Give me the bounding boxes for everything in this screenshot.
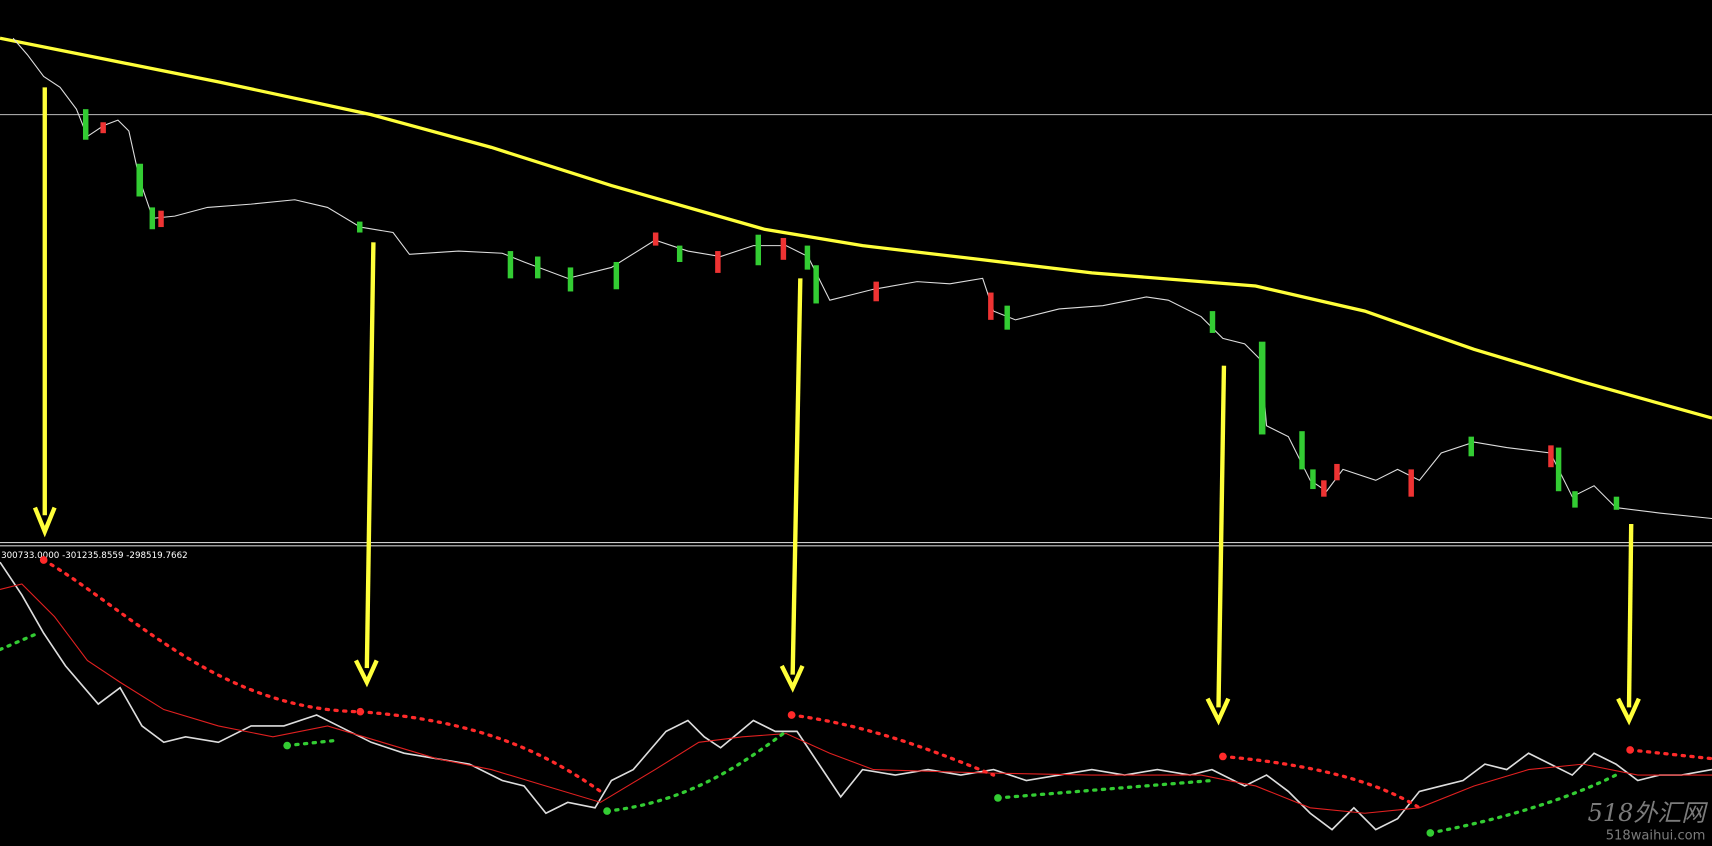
divergence-line <box>358 710 603 794</box>
arrow <box>364 242 376 669</box>
signal-line <box>0 583 1712 814</box>
dot <box>1626 746 1634 754</box>
arrows <box>32 87 1641 726</box>
arrow <box>1216 365 1227 708</box>
candle <box>1209 311 1216 333</box>
candle <box>1468 436 1474 457</box>
watermark-url: 518waihui.com <box>1606 828 1706 843</box>
dot <box>787 711 796 719</box>
candle <box>1334 463 1340 481</box>
candle <box>1548 445 1554 468</box>
dot <box>1219 752 1227 761</box>
arrow-head <box>32 506 57 538</box>
divergence-line <box>0 631 40 652</box>
resistance-divergence <box>42 558 1712 810</box>
candle <box>136 163 144 197</box>
divergence-dots <box>39 556 1634 761</box>
candle <box>1408 469 1414 497</box>
indicator-readout: 300733.0000 -301235.8559 -298519.7662 <box>1 551 188 561</box>
divergence-line <box>285 738 341 748</box>
candle <box>755 234 762 266</box>
dot <box>283 741 291 750</box>
arrow-head <box>779 664 805 693</box>
candle <box>1321 480 1327 497</box>
candle <box>100 122 106 134</box>
candle <box>804 245 811 270</box>
candle <box>357 221 363 233</box>
candle <box>1004 305 1010 330</box>
candle <box>715 251 721 273</box>
candle <box>613 261 620 290</box>
candles <box>82 109 1620 510</box>
candle <box>567 267 574 292</box>
arrow-head <box>1616 697 1641 726</box>
arrow <box>790 278 803 675</box>
divergence-line <box>605 729 788 813</box>
divergence-line <box>789 713 996 777</box>
moving-average <box>0 36 1712 420</box>
candle <box>507 251 514 279</box>
arrow-head <box>1205 697 1231 726</box>
candle <box>813 265 819 304</box>
divergence-line <box>996 778 1214 800</box>
candle <box>780 237 787 260</box>
divergence-dots <box>283 741 1435 837</box>
dot <box>1426 829 1435 837</box>
dot <box>994 794 1002 802</box>
candle <box>82 109 89 140</box>
candle <box>652 232 659 246</box>
candle <box>1555 447 1562 492</box>
candle <box>1613 496 1620 510</box>
candle <box>1572 491 1578 508</box>
arrow-head <box>353 659 379 688</box>
dot <box>39 556 48 564</box>
dot <box>603 807 611 815</box>
candle <box>1310 469 1316 490</box>
divergence-line <box>1221 754 1422 810</box>
candle <box>676 245 683 262</box>
candle <box>988 292 994 320</box>
candle <box>158 210 164 228</box>
arrow <box>1626 523 1634 708</box>
candle <box>873 281 879 302</box>
indicator-line <box>0 561 1712 831</box>
divergence-line <box>1428 773 1618 835</box>
watermark-title: 518外汇网 <box>1588 799 1709 827</box>
candle <box>1258 341 1266 435</box>
dot <box>356 707 365 716</box>
candle <box>1299 431 1305 470</box>
candle <box>535 256 541 279</box>
divergence-line <box>1628 748 1712 761</box>
candle <box>149 207 156 230</box>
support-divergence <box>0 631 1618 835</box>
divergence-line <box>42 558 362 714</box>
